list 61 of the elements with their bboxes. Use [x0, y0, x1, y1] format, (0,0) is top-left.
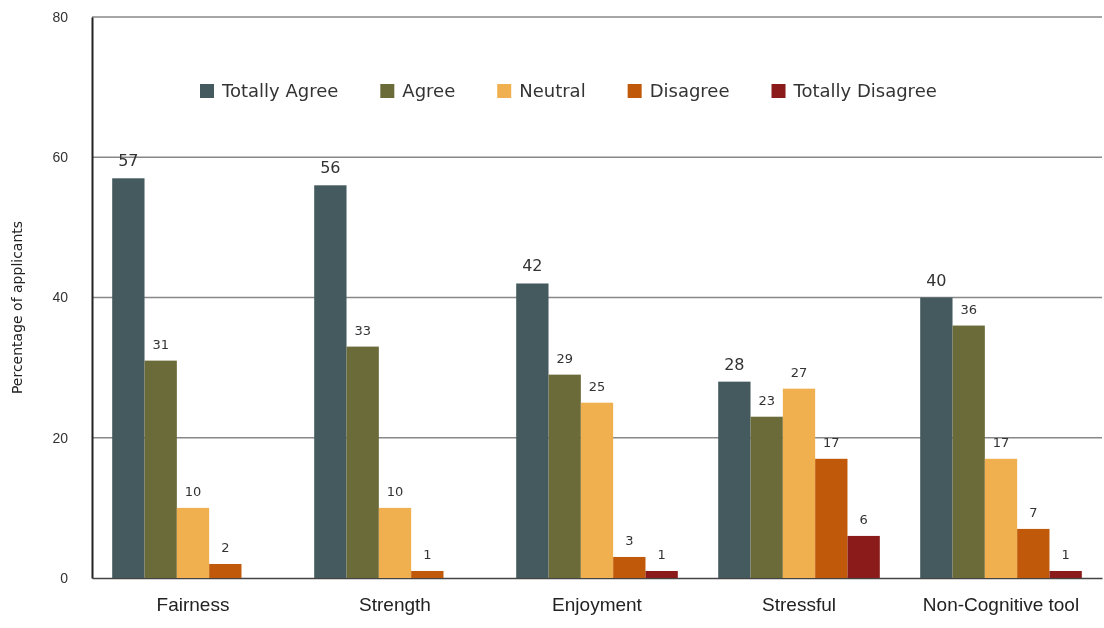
bar: [920, 297, 953, 578]
bar: [346, 346, 379, 578]
bar: [1017, 528, 1050, 578]
data-label: 42: [522, 256, 543, 276]
data-label: 27: [790, 364, 808, 380]
y-tick-label: 40: [52, 289, 69, 306]
bar: [718, 381, 751, 578]
bar: [314, 185, 347, 578]
data-label: 56: [320, 158, 341, 178]
x-tick-label: Non-Cognitive tool: [922, 594, 1080, 616]
data-label: 23: [758, 392, 775, 408]
bar: [209, 563, 242, 578]
bar: [984, 458, 1018, 578]
bar: [516, 283, 549, 578]
y-axis-title: Percentage of applicants: [9, 220, 25, 395]
bar: [176, 507, 210, 578]
data-label: 40: [926, 270, 947, 290]
data-label: 17: [992, 434, 1010, 450]
bar: [952, 325, 985, 578]
data-label: 36: [960, 301, 977, 317]
data-label: 1: [423, 546, 432, 562]
y-tick-label: 0: [60, 569, 69, 586]
x-tick-label: Enjoyment: [552, 594, 643, 616]
bar: [815, 458, 848, 578]
data-label: 1: [1061, 546, 1070, 562]
data-label: 3: [625, 532, 634, 548]
legend-label: Totally Agree: [221, 80, 339, 101]
bar: [613, 556, 646, 578]
bar: [750, 416, 783, 578]
bar: [411, 570, 444, 578]
y-tick-label: 20: [52, 429, 69, 446]
bar: [548, 374, 581, 578]
x-tick-label: Strength: [359, 594, 431, 616]
bar: [847, 535, 880, 578]
bar: [1049, 570, 1082, 578]
data-label: 10: [184, 483, 202, 499]
legend-label: Disagree: [649, 80, 730, 101]
x-tick-label: Fairness: [156, 594, 230, 616]
data-label: 29: [556, 350, 573, 366]
bar: [645, 570, 678, 578]
data-label: 31: [152, 336, 169, 352]
bar: [782, 388, 816, 578]
data-label: 25: [588, 378, 606, 394]
y-tick-label: 80: [52, 8, 69, 25]
bar: [378, 507, 412, 578]
data-label: 10: [386, 483, 404, 499]
bar: [112, 178, 145, 578]
y-tick-label: 60: [52, 149, 69, 166]
data-label: 33: [354, 322, 371, 338]
legend-label: Neutral: [519, 80, 586, 101]
data-label: 17: [823, 434, 840, 450]
data-label: 7: [1029, 504, 1038, 520]
legend-label: Totally Disagree: [792, 80, 937, 101]
data-label: 6: [859, 511, 868, 527]
data-label: 28: [724, 354, 745, 374]
bar: [144, 360, 177, 578]
data-label: 2: [221, 539, 230, 555]
x-tick-label: Stressful: [762, 594, 836, 616]
data-label: 1: [657, 546, 666, 562]
bar: [580, 402, 614, 578]
legend-label: Agree: [402, 80, 456, 101]
